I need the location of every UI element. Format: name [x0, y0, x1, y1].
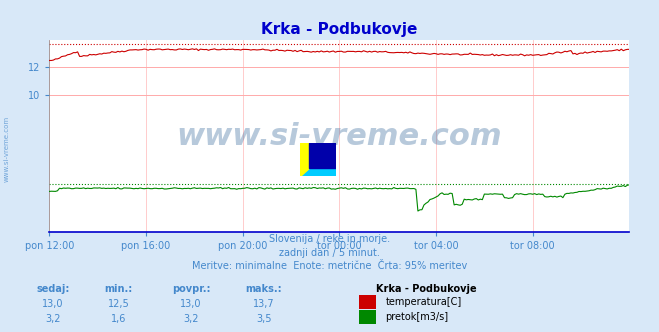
Text: 13,0: 13,0: [42, 299, 63, 309]
Text: Krka - Podbukovje: Krka - Podbukovje: [376, 284, 476, 294]
Polygon shape: [300, 143, 336, 176]
Text: povpr.:: povpr.:: [172, 284, 210, 294]
Text: 3,2: 3,2: [45, 314, 61, 324]
Text: 13,0: 13,0: [181, 299, 202, 309]
Bar: [359, 310, 376, 324]
Text: 13,7: 13,7: [253, 299, 274, 309]
Text: min.:: min.:: [105, 284, 132, 294]
Text: pretok[m3/s]: pretok[m3/s]: [386, 312, 449, 322]
Text: 3,5: 3,5: [256, 314, 272, 324]
Text: 12,5: 12,5: [107, 299, 130, 309]
Title: Krka - Podbukovje: Krka - Podbukovje: [261, 22, 418, 37]
Text: maks.:: maks.:: [245, 284, 282, 294]
Text: Slovenija / reke in morje.: Slovenija / reke in morje.: [269, 234, 390, 244]
Text: 1,6: 1,6: [111, 314, 127, 324]
Text: 3,2: 3,2: [183, 314, 199, 324]
Text: zadnji dan / 5 minut.: zadnji dan / 5 minut.: [279, 248, 380, 258]
Text: sedaj:: sedaj:: [36, 284, 69, 294]
Polygon shape: [300, 143, 336, 176]
Bar: [359, 295, 376, 309]
Text: Meritve: minimalne  Enote: metrične  Črta: 95% meritev: Meritve: minimalne Enote: metrične Črta:…: [192, 261, 467, 271]
Polygon shape: [309, 143, 336, 168]
Text: www.si-vreme.com: www.si-vreme.com: [3, 116, 10, 183]
Text: www.si-vreme.com: www.si-vreme.com: [177, 122, 502, 151]
Text: temperatura[C]: temperatura[C]: [386, 297, 462, 307]
